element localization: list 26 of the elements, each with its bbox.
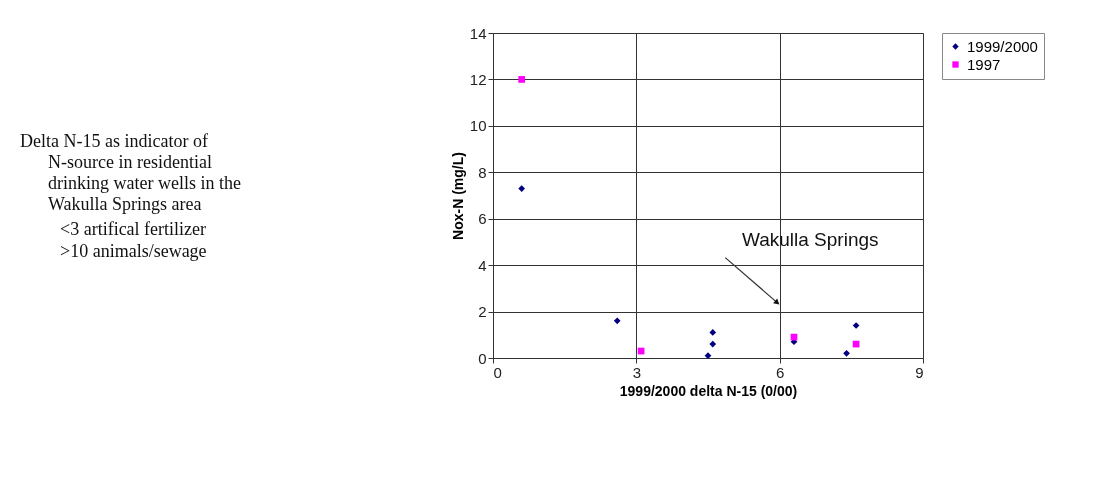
y-axis-title: Nox-N (mg/L) xyxy=(449,152,466,240)
y-tick-label: 12 xyxy=(469,70,487,88)
y-tick-label: 8 xyxy=(478,163,487,181)
y-tick-label: 14 xyxy=(469,24,487,42)
x-tick-label: 0 xyxy=(493,363,502,381)
y-tick-label: 4 xyxy=(478,256,487,274)
x-tick-label: 9 xyxy=(915,363,924,381)
text: <3 artifical fertilizer xyxy=(60,219,207,239)
point xyxy=(518,185,526,192)
point xyxy=(704,352,712,360)
y-tick-label: 0 xyxy=(478,349,487,367)
x-axis-title: 1999/2000 delta N-15 (0/00) xyxy=(619,382,798,399)
point xyxy=(843,350,850,357)
y-tick-label: 10 xyxy=(469,117,487,135)
text: Delta N-15 as indicator of N-source in residential drinking water wells in the Wakulla Springs area xyxy=(20,131,241,214)
x-tick-label: 3 xyxy=(632,363,642,381)
legend-label: 1999/2000 xyxy=(967,37,1038,55)
y-tick-label: 6 xyxy=(478,210,487,228)
y-tick-label: 2 xyxy=(478,303,487,321)
point xyxy=(709,329,717,336)
point xyxy=(518,76,526,83)
text: >10 animals/sewage xyxy=(60,241,207,261)
point xyxy=(613,317,621,325)
x-tick-label: 6 xyxy=(775,363,785,381)
legend-label: 1997 xyxy=(967,55,1001,73)
point xyxy=(709,340,717,348)
